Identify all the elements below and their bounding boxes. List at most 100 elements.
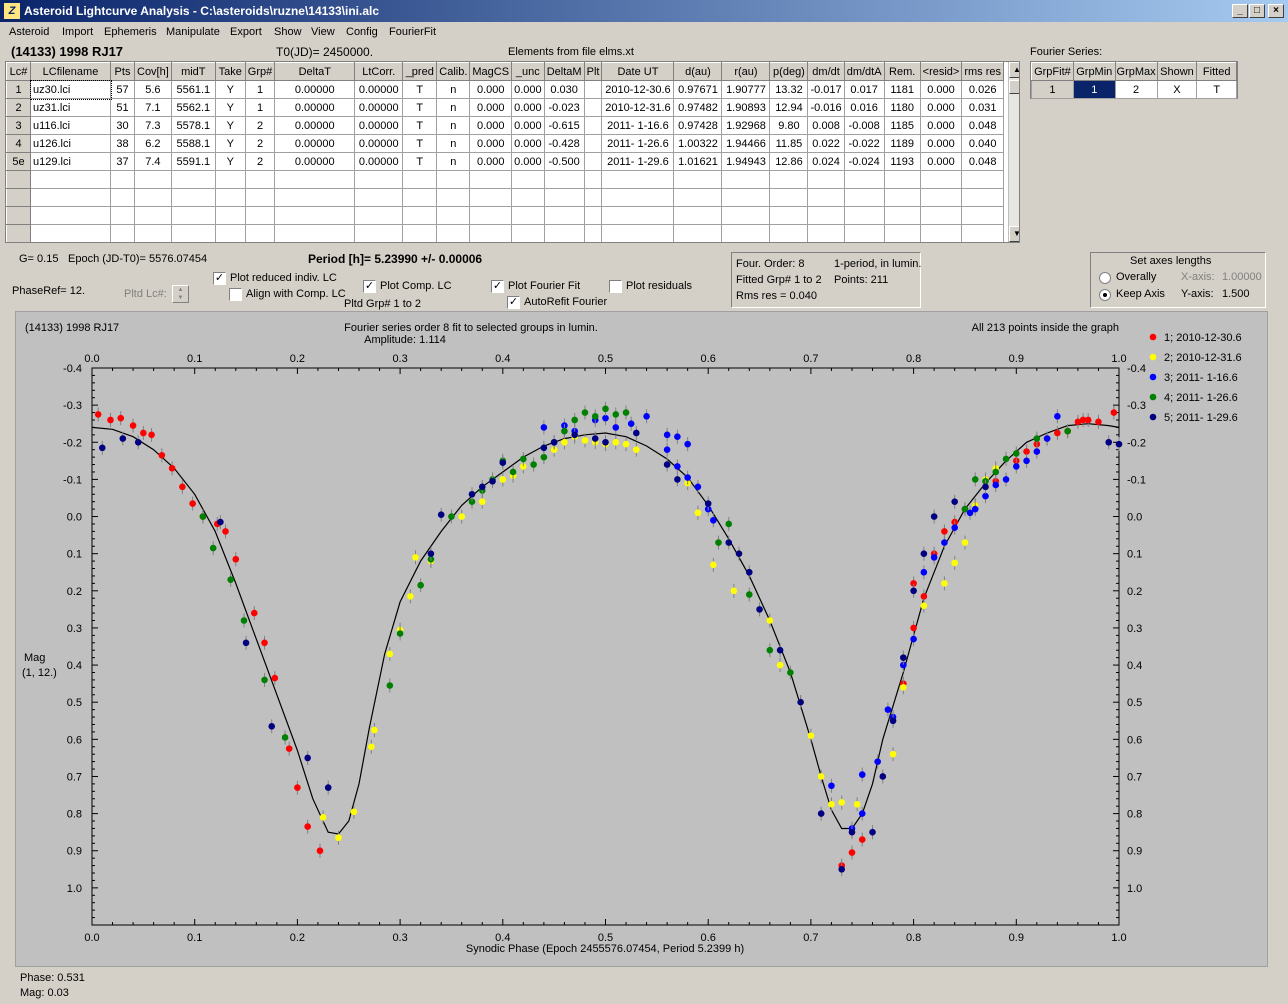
column-header[interactable]: Lc# xyxy=(6,62,31,81)
table-cell[interactable] xyxy=(170,170,216,189)
table-cell[interactable] xyxy=(543,170,585,189)
table-cell[interactable]: 0.000 xyxy=(469,116,513,135)
table-cell[interactable]: 0.00000 xyxy=(354,134,404,153)
table-cell[interactable]: 0.000 xyxy=(511,80,545,99)
table-cell[interactable]: 1.90777 xyxy=(721,80,771,99)
table-cell[interactable]: u126.lci xyxy=(30,134,111,153)
table-cell[interactable] xyxy=(583,170,603,189)
keep-axis-radio[interactable] xyxy=(1099,289,1111,301)
table-cell[interactable]: 0.000 xyxy=(511,134,545,153)
table-cell[interactable] xyxy=(354,206,404,225)
table-cell[interactable]: n xyxy=(436,80,471,99)
table-cell[interactable]: 7.1 xyxy=(134,98,172,117)
table-cell[interactable] xyxy=(274,188,356,207)
minimize-button[interactable]: _ xyxy=(1232,4,1248,18)
table-cell[interactable] xyxy=(769,224,809,242)
table-cell[interactable]: 1.94466 xyxy=(721,134,771,153)
table-cell[interactable] xyxy=(274,206,356,225)
table-cell[interactable]: 1.92968 xyxy=(721,116,771,135)
table-cell[interactable] xyxy=(583,80,603,99)
table-cell[interactable] xyxy=(402,170,438,189)
table-cell[interactable] xyxy=(214,188,246,207)
table-cell[interactable]: 0.000 xyxy=(511,98,545,117)
table-cell[interactable]: 0.022 xyxy=(807,134,845,153)
table-cell[interactable] xyxy=(583,134,603,153)
menu-fourierfit[interactable]: FourierFit xyxy=(389,26,437,38)
table-cell[interactable]: n xyxy=(436,98,471,117)
row-header[interactable]: 5e xyxy=(6,152,31,171)
table-cell[interactable]: 1.00322 xyxy=(673,134,723,153)
table-cell[interactable] xyxy=(583,152,603,171)
table-cell[interactable] xyxy=(170,188,216,207)
row-header[interactable] xyxy=(6,206,31,225)
table-cell[interactable] xyxy=(274,170,356,189)
table-cell[interactable]: 13.32 xyxy=(769,80,809,99)
table-cell[interactable]: 0.000 xyxy=(919,134,963,153)
table-cell[interactable]: 0.000 xyxy=(919,98,963,117)
table-cell[interactable] xyxy=(961,170,1005,189)
table-cell[interactable]: 51 xyxy=(110,98,135,117)
table-cell[interactable]: 1180 xyxy=(883,98,921,117)
table-cell[interactable] xyxy=(583,206,603,225)
fourier-cell-selected[interactable]: 1 xyxy=(1072,80,1116,99)
table-cell[interactable]: 2010-12-30.6 xyxy=(601,80,675,99)
column-header[interactable]: Cov[h] xyxy=(134,62,172,81)
row-header[interactable] xyxy=(6,170,31,189)
fourier-col-fitted[interactable]: Fitted xyxy=(1196,62,1237,81)
spin-up-icon[interactable]: ▲ xyxy=(177,287,184,293)
table-cell[interactable]: 0.000 xyxy=(469,134,513,153)
table-cell[interactable] xyxy=(402,188,438,207)
table-cell[interactable] xyxy=(601,224,675,242)
table-cell[interactable]: 1 xyxy=(244,80,276,99)
table-cell[interactable]: 2011- 1-16.6 xyxy=(601,116,675,135)
column-header[interactable]: dm/dtA xyxy=(843,62,885,81)
column-header[interactable]: Calib. xyxy=(436,62,471,81)
keep-axis-label[interactable]: Keep Axis xyxy=(1116,288,1165,300)
table-cell[interactable]: 6.2 xyxy=(134,134,172,153)
table-cell[interactable] xyxy=(402,224,438,242)
table-cell[interactable] xyxy=(110,224,135,242)
row-header[interactable]: 2 xyxy=(6,98,31,117)
table-cell[interactable] xyxy=(436,170,471,189)
table-cell[interactable]: 0.00000 xyxy=(274,116,356,135)
table-cell[interactable] xyxy=(601,170,675,189)
table-cell[interactable] xyxy=(721,224,771,242)
table-cell[interactable]: -0.022 xyxy=(843,134,885,153)
pltd-grp-label[interactable]: Pltd Grp# 1 to 2 xyxy=(344,298,422,310)
column-header[interactable]: Take xyxy=(214,62,246,81)
table-vertical-scrollbar[interactable]: ▲ ▼ xyxy=(1008,62,1019,242)
table-cell[interactable]: u116.lci xyxy=(30,116,111,135)
table-cell[interactable]: 7.4 xyxy=(134,152,172,171)
table-cell[interactable]: 0.00000 xyxy=(274,152,356,171)
table-cell[interactable]: 1181 xyxy=(883,80,921,99)
table-cell[interactable]: 1.94943 xyxy=(721,152,771,171)
x-axis-value[interactable]: 1.00000 xyxy=(1222,271,1262,283)
menu-ephemeris[interactable]: Ephemeris xyxy=(104,26,157,38)
table-cell[interactable] xyxy=(134,188,172,207)
table-cell[interactable] xyxy=(883,188,921,207)
table-cell[interactable] xyxy=(469,224,513,242)
table-cell[interactable]: 0.00000 xyxy=(274,80,356,99)
column-header[interactable]: Grp# xyxy=(244,62,276,81)
table-cell[interactable]: 37 xyxy=(110,152,135,171)
table-cell[interactable]: 5561.1 xyxy=(170,80,216,99)
column-header[interactable]: <resid> xyxy=(919,62,963,81)
table-cell[interactable]: 0.00000 xyxy=(354,116,404,135)
fourier-cell[interactable]: 2 xyxy=(1114,80,1158,99)
table-cell[interactable]: 0.040 xyxy=(961,134,1005,153)
table-cell[interactable]: -0.017 xyxy=(807,80,845,99)
plot-residuals-label[interactable]: Plot residuals xyxy=(626,280,693,292)
table-cell[interactable]: 9.80 xyxy=(769,116,809,135)
table-row[interactable] xyxy=(6,206,1005,225)
table-cell[interactable] xyxy=(919,206,963,225)
table-cell[interactable] xyxy=(354,224,404,242)
menu-export[interactable]: Export xyxy=(230,26,262,38)
table-cell[interactable]: 0.97428 xyxy=(673,116,723,135)
fourier-col-grpmin[interactable]: GrpMin xyxy=(1072,62,1116,81)
table-cell[interactable] xyxy=(134,206,172,225)
fourier-cell[interactable]: T xyxy=(1196,80,1237,99)
table-cell[interactable] xyxy=(214,170,246,189)
table-cell[interactable] xyxy=(583,224,603,242)
menu-import[interactable]: Import xyxy=(62,26,94,38)
